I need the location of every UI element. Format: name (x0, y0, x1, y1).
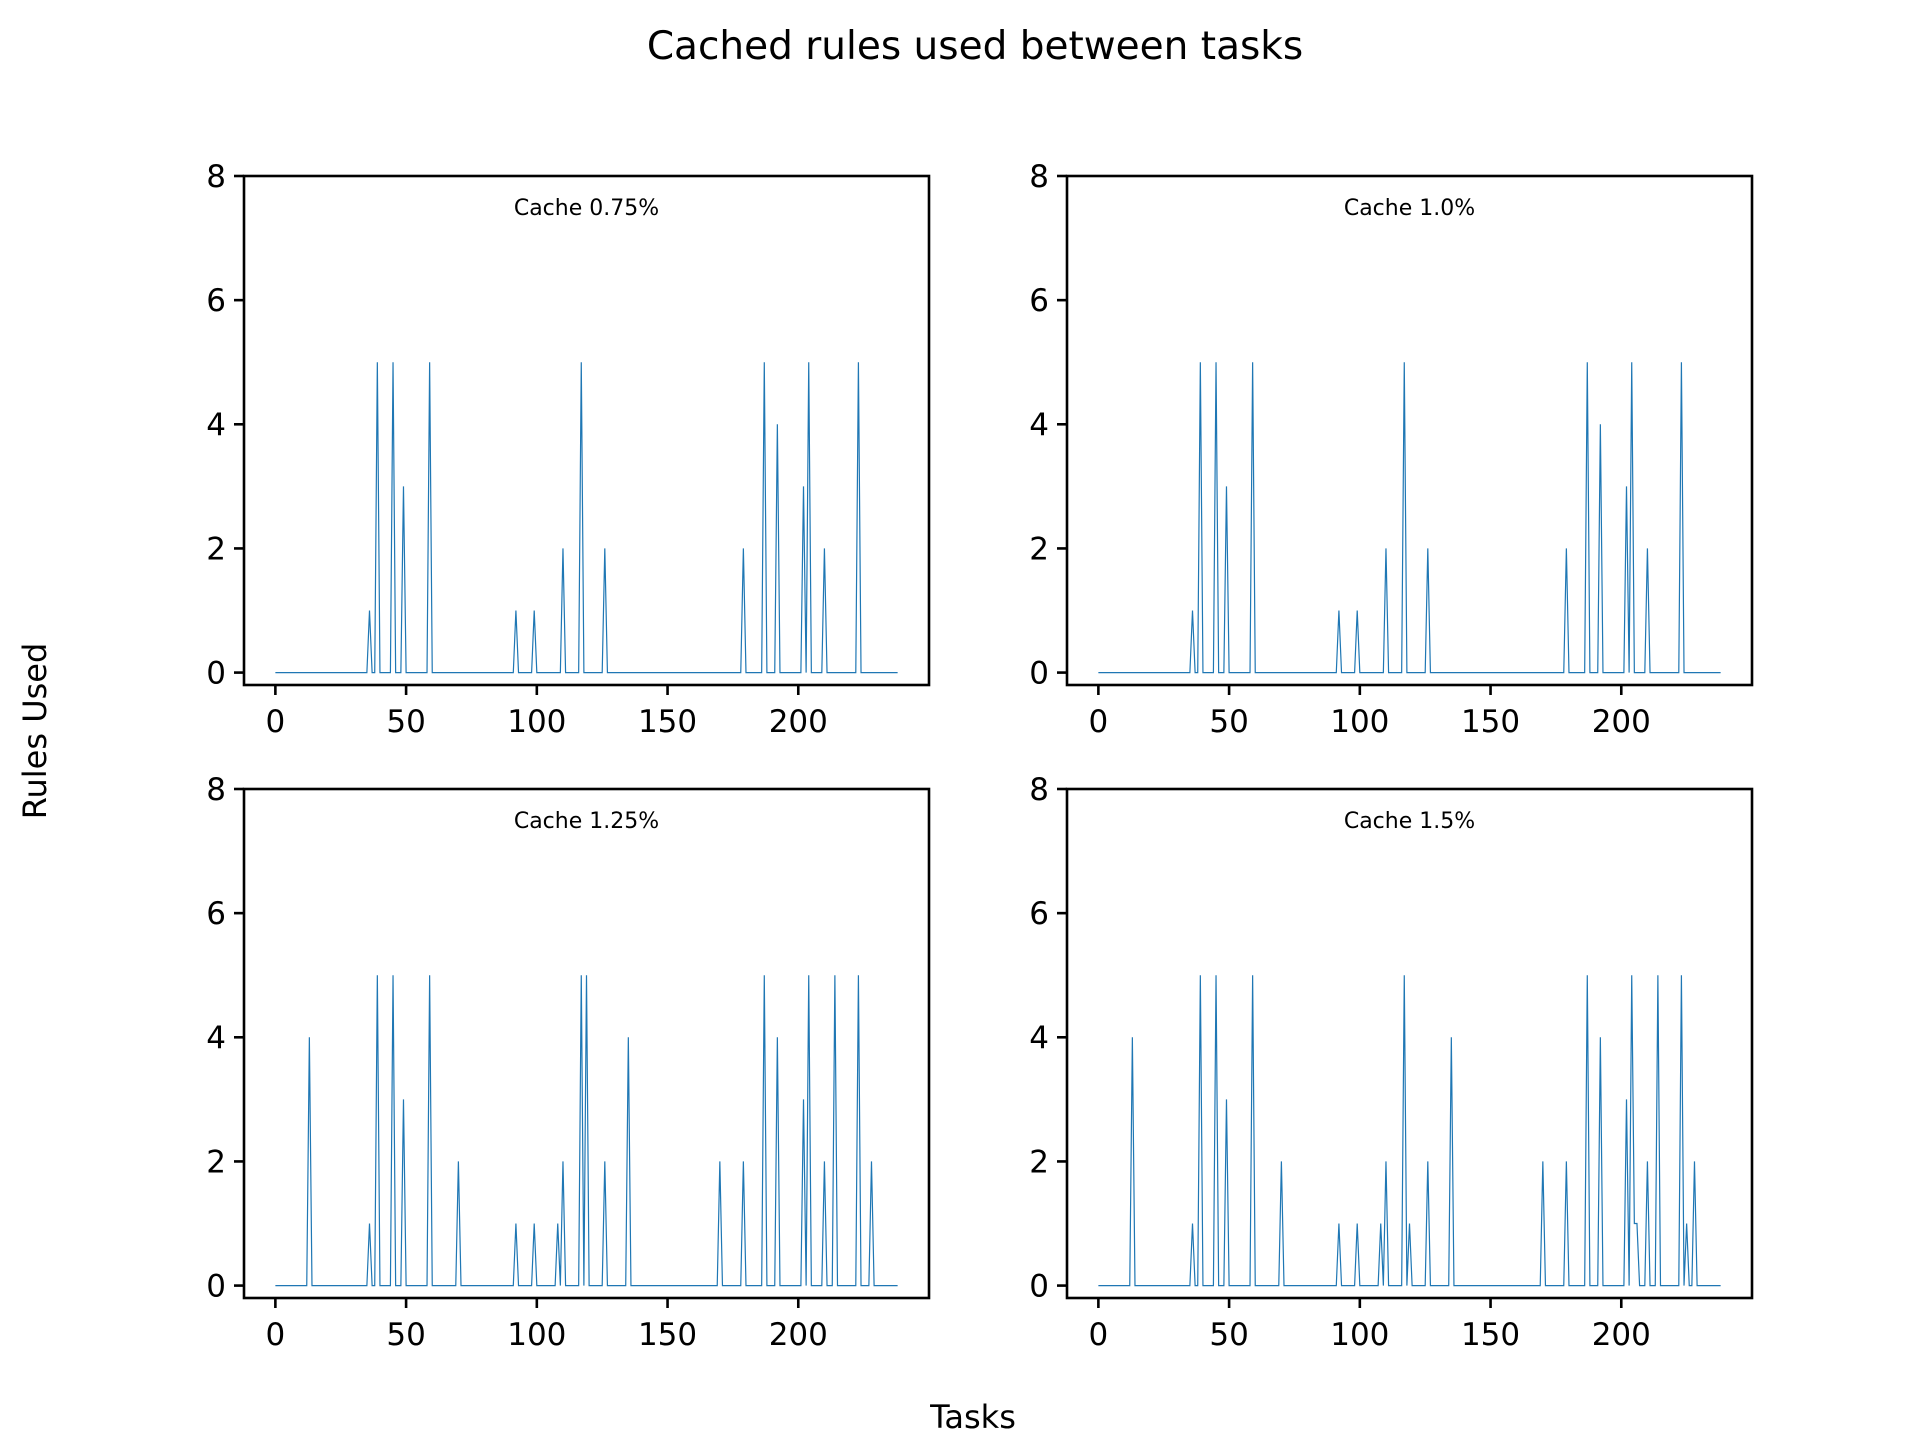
figure-title: Cached rules used between tasks (647, 24, 1303, 69)
x-tick-label: 50 (1209, 1317, 1248, 1353)
y-tick-label: 4 (1029, 407, 1049, 443)
plot-frame (1065, 787, 1754, 1300)
x-tick-label: 100 (507, 704, 566, 740)
subplot-4: Cache 1.5% 0 50 100 150 200 0 2 4 6 8 (1029, 772, 1754, 1353)
plot-frame (1065, 174, 1754, 687)
x-tick-label: 200 (769, 1317, 828, 1353)
y-tick-label: 2 (206, 531, 226, 567)
y-tick-label: 4 (206, 407, 226, 443)
x-tick-label: 0 (266, 704, 286, 740)
y-tick-label: 2 (1029, 531, 1049, 567)
x-tick-label: 200 (1592, 1317, 1651, 1353)
y-tick-label: 8 (1029, 772, 1049, 808)
subplot-title: Cache 0.75% (514, 196, 659, 221)
y-tick-label: 2 (206, 1144, 226, 1180)
y-tick-label: 0 (1029, 656, 1049, 692)
subplot-title: Cache 1.0% (1344, 196, 1475, 221)
subplot-3: Cache 1.25% 0 50 100 150 200 0 2 4 6 8 (206, 772, 931, 1353)
x-tick-label: 0 (266, 1317, 286, 1353)
y-tick-label: 8 (1029, 159, 1049, 195)
x-tick-label: 150 (638, 704, 697, 740)
x-tick-label: 100 (1330, 1317, 1389, 1353)
data-line (275, 975, 898, 1287)
x-tick-label: 150 (1461, 1317, 1520, 1353)
x-tick-label: 200 (769, 704, 828, 740)
plot-frame (242, 787, 931, 1300)
data-line (1098, 975, 1721, 1287)
y-tick-label: 0 (206, 656, 226, 692)
x-tick-label: 200 (1592, 704, 1651, 740)
x-tick-label: 0 (1089, 1317, 1109, 1353)
subplot-1: Cache 0.75% 0 50 100 150 200 0 2 4 6 8 (206, 159, 931, 740)
x-tick-label: 50 (386, 704, 425, 740)
y-axis-label: Rules Used (16, 643, 54, 820)
x-axis-label: Tasks (929, 1398, 1016, 1436)
x-tick-label: 150 (1461, 704, 1520, 740)
x-tick-label: 0 (1089, 704, 1109, 740)
y-tick-label: 2 (1029, 1144, 1049, 1180)
y-tick-label: 4 (1029, 1020, 1049, 1056)
data-line (1098, 362, 1721, 674)
y-tick-label: 0 (206, 1269, 226, 1305)
y-tick-label: 8 (206, 772, 226, 808)
y-tick-label: 6 (206, 896, 226, 932)
y-tick-label: 6 (1029, 896, 1049, 932)
y-tick-label: 4 (206, 1020, 226, 1056)
plot-frame (242, 174, 931, 687)
x-tick-label: 50 (1209, 704, 1248, 740)
subplot-title: Cache 1.5% (1344, 809, 1475, 834)
x-tick-label: 50 (386, 1317, 425, 1353)
data-line (275, 362, 898, 674)
y-tick-label: 8 (206, 159, 226, 195)
x-tick-label: 100 (507, 1317, 566, 1353)
y-tick-label: 0 (1029, 1269, 1049, 1305)
subplot-2: Cache 1.0% 0 50 100 150 200 0 2 4 6 8 (1029, 159, 1754, 740)
x-tick-label: 150 (638, 1317, 697, 1353)
y-tick-label: 6 (206, 283, 226, 319)
y-tick-label: 6 (1029, 283, 1049, 319)
x-tick-label: 100 (1330, 704, 1389, 740)
subplot-title: Cache 1.25% (514, 809, 659, 834)
